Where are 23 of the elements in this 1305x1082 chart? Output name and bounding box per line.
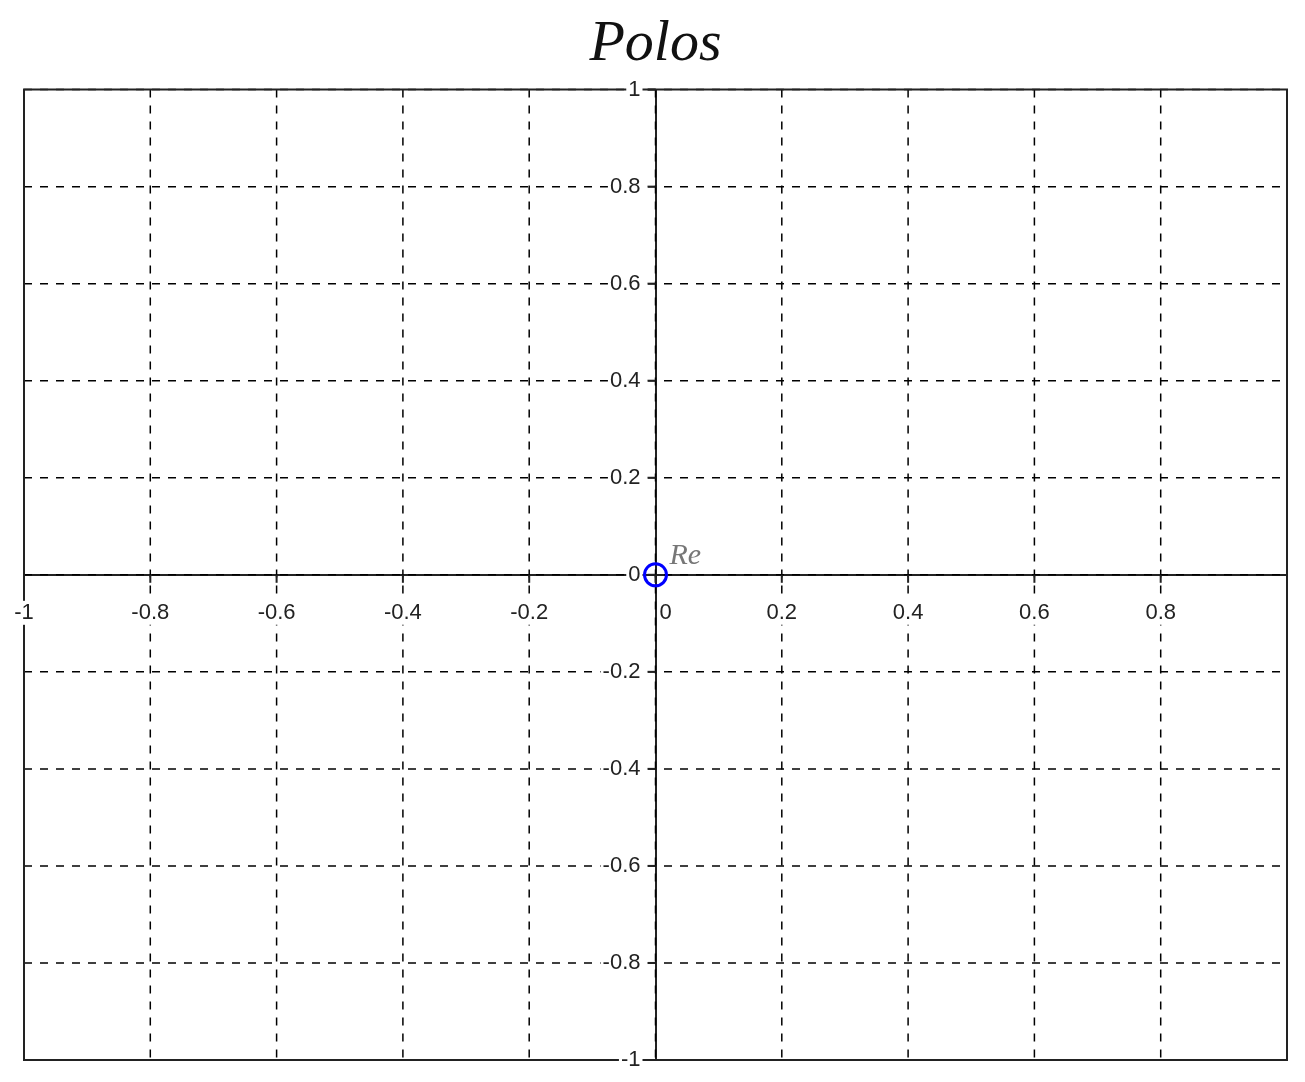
y-tick-label: -0.4 <box>602 754 641 780</box>
chart-title: Polos <box>588 8 722 74</box>
x-tick-label: 0.8 <box>1145 598 1176 624</box>
x-axis-title: Re <box>668 536 702 570</box>
y-tick-label: 0 <box>628 560 641 586</box>
y-tick-label: 0.6 <box>609 269 641 295</box>
y-tick-label: -0.8 <box>602 949 641 975</box>
x-tick-label: -1 <box>14 598 34 624</box>
x-tick-label: 0 <box>659 598 672 624</box>
x-tick-label: 0.4 <box>892 598 924 624</box>
y-tick-label: 0.8 <box>609 172 641 198</box>
y-tick-label: 0.4 <box>609 366 641 392</box>
x-tick-label: -0.6 <box>257 598 296 624</box>
x-tick-label: 0.2 <box>766 598 798 624</box>
y-tick-label: -1 <box>620 1046 641 1072</box>
y-tick-label: -0.2 <box>602 657 641 683</box>
y-tick-label: -0.6 <box>602 851 641 877</box>
y-tick-label: 1 <box>628 75 641 101</box>
x-tick-label: -0.8 <box>131 598 170 624</box>
x-tick-label: -0.4 <box>383 598 422 624</box>
x-tick-label: 0.6 <box>1019 598 1050 624</box>
y-tick-label: 0.2 <box>609 463 641 489</box>
x-tick-label: -0.2 <box>510 598 549 624</box>
